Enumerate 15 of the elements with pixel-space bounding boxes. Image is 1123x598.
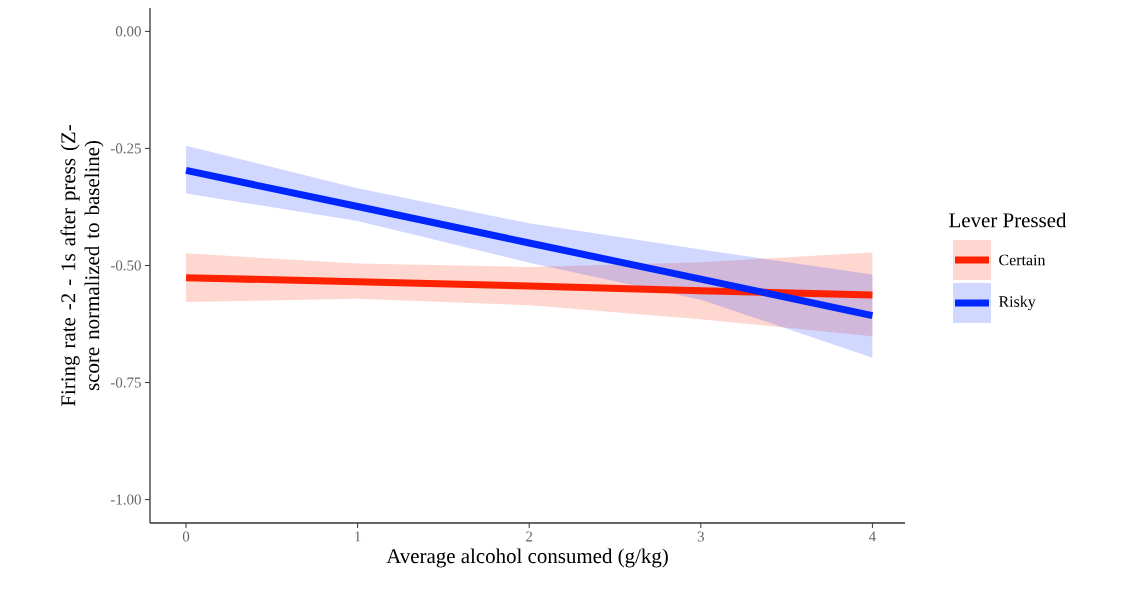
y-axis-title: Firing rate -2 - 1s after press (Z-score normalized to baseline): [60, 125, 104, 407]
x-axis-title: Average alcohol consumed (g/kg): [386, 548, 668, 568]
x-tick-label: 3: [697, 531, 704, 542]
y-tick-label: -0.50: [110, 260, 141, 271]
y-tick-label: -0.25: [110, 143, 141, 154]
y-tick-label: -1.00: [110, 494, 141, 505]
legend-label: Certain: [999, 254, 1046, 266]
legend-title: Lever Pressed: [949, 212, 1067, 228]
x-tick-label: 0: [182, 531, 190, 542]
y-tick-label: -0.75: [110, 377, 141, 388]
x-tick-label: 4: [868, 531, 876, 542]
x-tick-label: 1: [355, 531, 361, 542]
legend-label: Risky: [998, 295, 1036, 311]
x-tick-label: 2: [526, 531, 533, 542]
y-tick-label: 0.00: [115, 26, 141, 37]
